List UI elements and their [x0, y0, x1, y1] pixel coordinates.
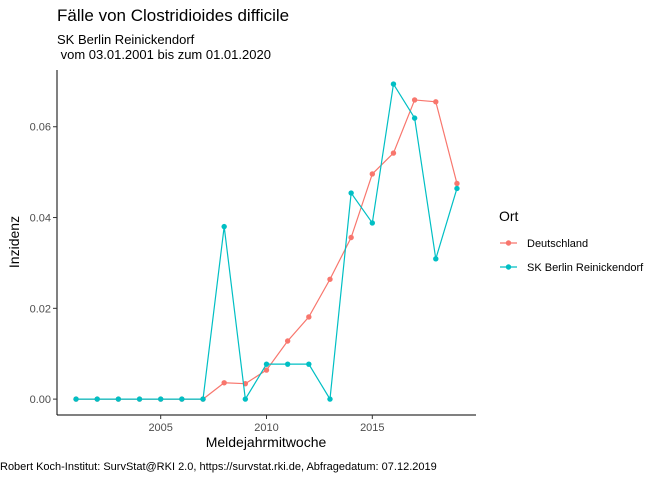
- plot-area: [73, 81, 460, 402]
- data-point-sk-berlin-reinickendorf: [73, 396, 79, 402]
- x-tick-label: 2015: [360, 422, 384, 434]
- x-axis-title: Meldejahrmitwoche: [206, 434, 327, 450]
- legend-key-point: [505, 264, 512, 270]
- data-point-deutschland: [284, 338, 291, 344]
- data-point-deutschland: [221, 380, 227, 386]
- data-point-sk-berlin-reinickendorf: [411, 115, 418, 121]
- series-line-sk-berlin-reinickendorf: [76, 82, 458, 401]
- data-point-sk-berlin-reinickendorf: [221, 223, 227, 230]
- series-line-deutschland: [76, 99, 458, 400]
- y-tick-label: 0.06: [30, 122, 51, 134]
- data-point-sk-berlin-reinickendorf: [433, 256, 439, 262]
- legend-item-deutschland: Deutschland: [500, 238, 588, 250]
- data-point-sk-berlin-reinickendorf: [390, 81, 397, 87]
- data-point-deutschland: [348, 234, 354, 241]
- chart-subtitle-line2: vom 03.01.2001 bis zum 01.01.2020: [57, 47, 271, 62]
- data-point-sk-berlin-reinickendorf: [327, 396, 333, 402]
- data-point-sk-berlin-reinickendorf: [369, 220, 376, 226]
- legend-item-sk-berlin-reinickendorf: SK Berlin Reinickendorf: [500, 262, 644, 274]
- data-point-sk-berlin-reinickendorf: [454, 185, 460, 192]
- data-point-deutschland: [263, 367, 270, 373]
- series-sk-berlin-reinickendorf: [73, 81, 460, 402]
- data-point-sk-berlin-reinickendorf: [348, 190, 354, 196]
- data-point-deutschland: [433, 99, 439, 105]
- data-point-sk-berlin-reinickendorf: [306, 361, 312, 367]
- data-point-sk-berlin-reinickendorf: [115, 396, 122, 402]
- legend-label: SK Berlin Reinickendorf: [527, 262, 644, 274]
- y-axis-title: Inzidenz: [6, 216, 22, 268]
- y-tick-label: 0.02: [30, 303, 51, 315]
- x-tick-label: 2005: [148, 422, 172, 434]
- legend-key-point: [505, 240, 512, 246]
- data-point-sk-berlin-reinickendorf: [200, 396, 206, 402]
- x-axis-ticks: 2005 2010 2015: [148, 415, 385, 434]
- data-point-sk-berlin-reinickendorf: [136, 396, 143, 402]
- legend-items: Deutschland SK Berlin Reinickendorf: [500, 238, 644, 274]
- data-point-deutschland: [390, 150, 397, 156]
- y-tick-label: 0.04: [30, 213, 51, 225]
- legend: Ort Deutschland SK Berlin Reinickendorf: [499, 208, 644, 274]
- legend-label: Deutschland: [527, 238, 588, 250]
- data-point-deutschland: [454, 180, 460, 187]
- chart-subtitle-line1: SK Berlin Reinickendorf: [57, 32, 195, 47]
- data-point-sk-berlin-reinickendorf: [284, 361, 291, 367]
- data-point-deutschland: [306, 314, 312, 320]
- chart-title: Fälle von Clostridioides difficile: [57, 6, 289, 25]
- data-point-deutschland: [411, 97, 418, 103]
- data-point-deutschland: [327, 276, 333, 282]
- y-axis-ticks: 0.00 0.02 0.04 0.06: [30, 122, 57, 406]
- data-point-sk-berlin-reinickendorf: [179, 396, 185, 402]
- y-tick-label: 0.00: [30, 394, 51, 406]
- data-point-sk-berlin-reinickendorf: [157, 396, 164, 402]
- data-point-sk-berlin-reinickendorf: [242, 396, 249, 402]
- data-point-deutschland: [369, 171, 376, 177]
- series-deutschland: [73, 97, 460, 402]
- data-point-sk-berlin-reinickendorf: [263, 361, 270, 367]
- chart-caption: Robert Koch-Institut: SurvStat@RKI 2.0, …: [0, 461, 437, 473]
- data-point-sk-berlin-reinickendorf: [94, 396, 100, 402]
- legend-title: Ort: [499, 208, 519, 224]
- x-tick-label: 2010: [254, 422, 278, 434]
